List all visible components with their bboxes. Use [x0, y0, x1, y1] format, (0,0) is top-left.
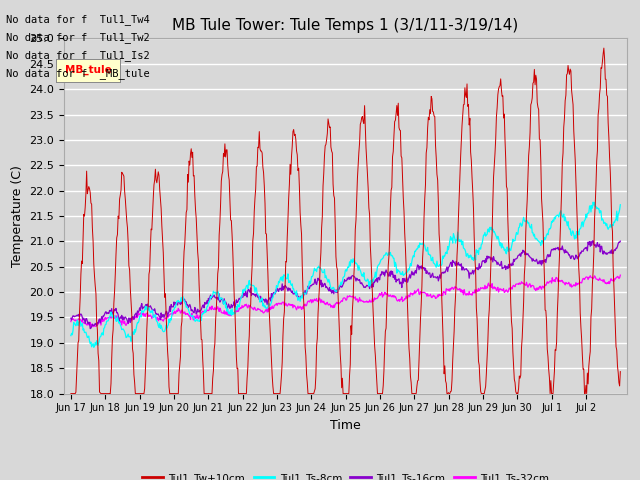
Text: No data for f  _MB_tule: No data for f _MB_tule	[6, 68, 150, 79]
Text: No data for f  Tul1_Is2: No data for f Tul1_Is2	[6, 50, 150, 61]
Legend: Tul1_Tw+10cm, Tul1_Ts-8cm, Tul1_Ts-16cm, Tul1_Ts-32cm: Tul1_Tw+10cm, Tul1_Ts-8cm, Tul1_Ts-16cm,…	[138, 468, 553, 480]
X-axis label: Time: Time	[330, 419, 361, 432]
Text: MB_tule: MB_tule	[65, 65, 112, 75]
Text: No data for f  Tul1_Tw4: No data for f Tul1_Tw4	[6, 13, 150, 24]
Y-axis label: Temperature (C): Temperature (C)	[11, 165, 24, 267]
Title: MB Tule Tower: Tule Temps 1 (3/1/11-3/19/14): MB Tule Tower: Tule Temps 1 (3/1/11-3/19…	[172, 18, 519, 33]
Text: No data for f  Tul1_Tw2: No data for f Tul1_Tw2	[6, 32, 150, 43]
